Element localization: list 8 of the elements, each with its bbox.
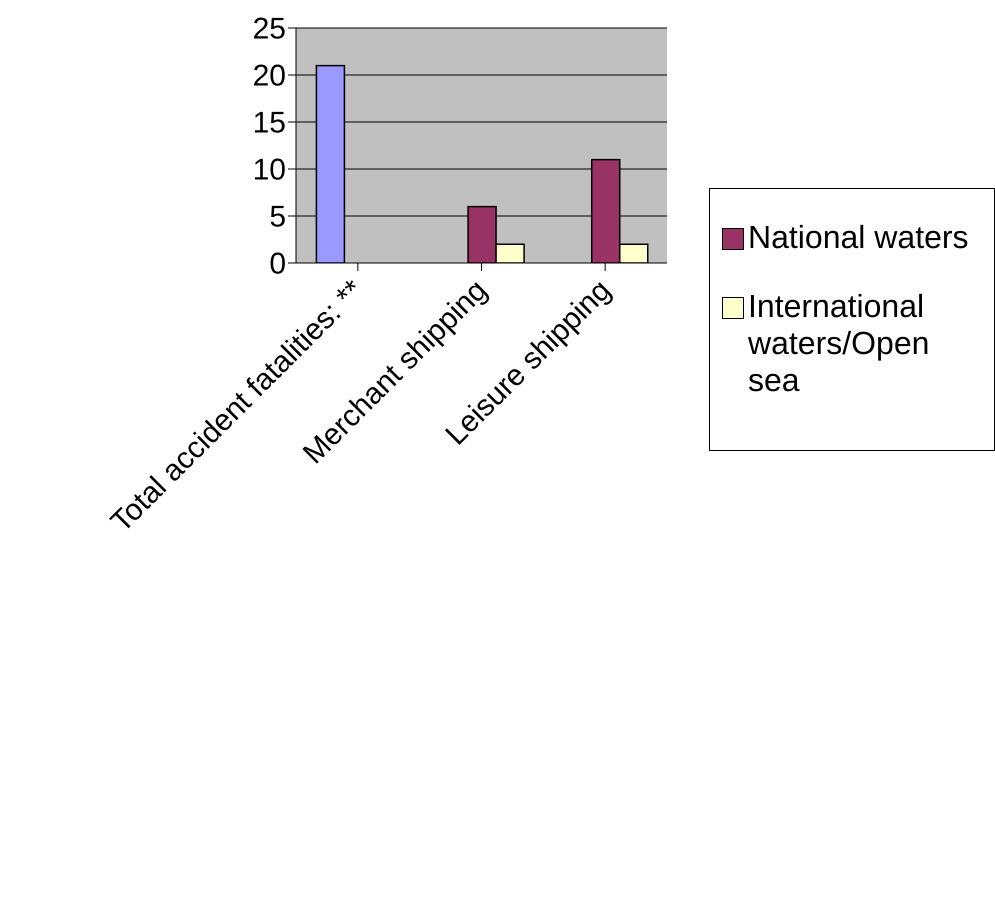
- y-tick-label: 20: [252, 60, 286, 93]
- legend-label: International waters/Open sea: [748, 288, 930, 399]
- y-tick-label: 0: [269, 248, 286, 281]
- y-tick-label: 5: [269, 200, 286, 234]
- y-tick-label: 15: [252, 106, 286, 140]
- legend-label: National waters: [748, 219, 969, 256]
- y-tick-label: 10: [252, 154, 286, 187]
- y-tick-label: 25: [252, 12, 286, 46]
